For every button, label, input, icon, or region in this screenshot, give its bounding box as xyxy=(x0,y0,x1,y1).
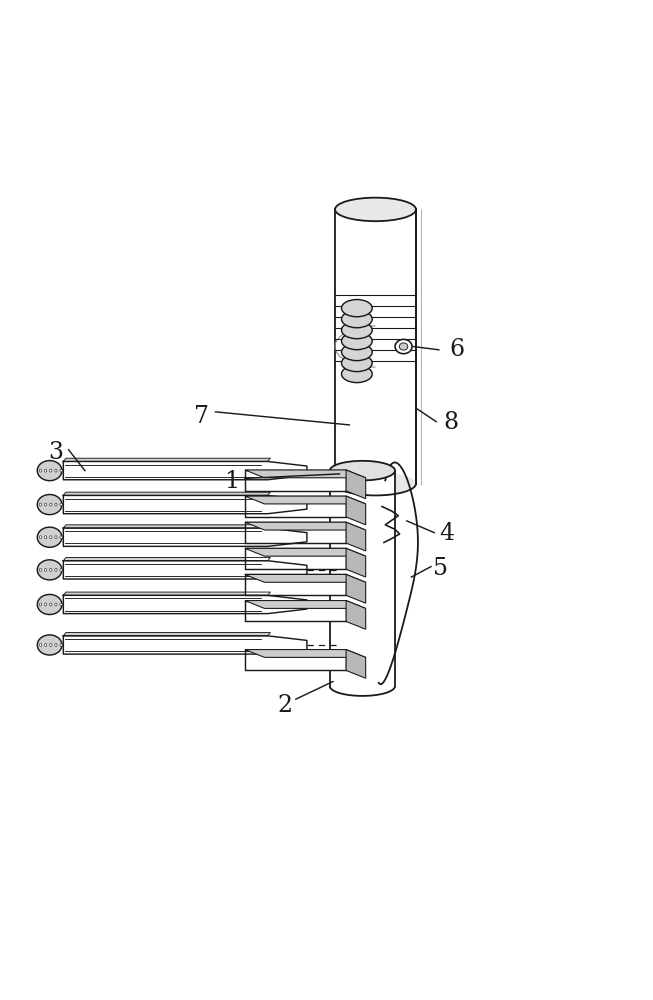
Polygon shape xyxy=(63,561,307,579)
Ellipse shape xyxy=(39,469,42,472)
Polygon shape xyxy=(346,548,366,577)
Text: 6: 6 xyxy=(449,338,465,361)
Ellipse shape xyxy=(39,603,42,606)
Ellipse shape xyxy=(50,643,52,646)
Ellipse shape xyxy=(60,536,62,539)
Polygon shape xyxy=(63,595,307,614)
Polygon shape xyxy=(346,601,366,629)
Polygon shape xyxy=(245,574,346,595)
Ellipse shape xyxy=(44,568,47,571)
Polygon shape xyxy=(245,548,366,556)
Polygon shape xyxy=(63,557,270,561)
Ellipse shape xyxy=(342,321,372,339)
Ellipse shape xyxy=(342,310,372,328)
Polygon shape xyxy=(245,650,366,657)
Ellipse shape xyxy=(60,469,62,472)
Polygon shape xyxy=(245,522,366,530)
Polygon shape xyxy=(346,496,366,525)
Ellipse shape xyxy=(44,643,47,646)
Ellipse shape xyxy=(37,527,62,547)
Ellipse shape xyxy=(60,643,62,646)
Ellipse shape xyxy=(37,594,62,615)
Polygon shape xyxy=(245,650,346,670)
Ellipse shape xyxy=(395,339,412,354)
Ellipse shape xyxy=(335,472,416,495)
Polygon shape xyxy=(63,495,307,514)
Ellipse shape xyxy=(39,568,42,571)
Polygon shape xyxy=(63,636,307,654)
Polygon shape xyxy=(245,496,346,517)
Ellipse shape xyxy=(37,461,62,481)
Ellipse shape xyxy=(55,536,57,539)
Ellipse shape xyxy=(60,503,62,506)
Polygon shape xyxy=(63,461,307,480)
Text: 4: 4 xyxy=(439,522,455,545)
Ellipse shape xyxy=(55,643,57,646)
Ellipse shape xyxy=(50,603,52,606)
Polygon shape xyxy=(346,574,366,603)
Ellipse shape xyxy=(37,560,62,580)
Polygon shape xyxy=(245,522,346,543)
Text: 8: 8 xyxy=(443,411,458,434)
Ellipse shape xyxy=(55,503,57,506)
Polygon shape xyxy=(245,601,346,621)
Ellipse shape xyxy=(342,354,372,372)
Ellipse shape xyxy=(39,503,42,506)
Ellipse shape xyxy=(399,343,407,350)
Text: 2: 2 xyxy=(278,694,293,717)
Polygon shape xyxy=(245,470,346,491)
Ellipse shape xyxy=(50,469,52,472)
Polygon shape xyxy=(245,548,346,569)
Polygon shape xyxy=(63,492,270,495)
Ellipse shape xyxy=(39,643,42,646)
Ellipse shape xyxy=(335,198,416,221)
Ellipse shape xyxy=(342,343,372,361)
Ellipse shape xyxy=(44,603,47,606)
Ellipse shape xyxy=(55,568,57,571)
Polygon shape xyxy=(63,525,270,528)
Text: 3: 3 xyxy=(48,441,63,464)
Bar xyxy=(335,209,416,484)
Ellipse shape xyxy=(39,536,42,539)
Ellipse shape xyxy=(50,568,52,571)
Ellipse shape xyxy=(342,300,372,317)
Polygon shape xyxy=(346,470,366,499)
Ellipse shape xyxy=(44,469,47,472)
Ellipse shape xyxy=(342,365,372,383)
Text: 7: 7 xyxy=(194,405,208,428)
Text: 1: 1 xyxy=(224,470,240,493)
Ellipse shape xyxy=(60,603,62,606)
Ellipse shape xyxy=(44,536,47,539)
Ellipse shape xyxy=(330,461,395,480)
Polygon shape xyxy=(63,633,270,636)
Polygon shape xyxy=(346,522,366,551)
Polygon shape xyxy=(63,458,270,461)
Ellipse shape xyxy=(37,495,62,515)
Ellipse shape xyxy=(50,536,52,539)
Ellipse shape xyxy=(60,568,62,571)
Polygon shape xyxy=(63,528,307,546)
Ellipse shape xyxy=(44,503,47,506)
Polygon shape xyxy=(346,650,366,678)
Ellipse shape xyxy=(37,635,62,655)
Polygon shape xyxy=(245,496,366,504)
Ellipse shape xyxy=(342,332,372,350)
Bar xyxy=(330,471,395,686)
Ellipse shape xyxy=(50,503,52,506)
Polygon shape xyxy=(245,601,366,608)
Ellipse shape xyxy=(55,469,57,472)
Ellipse shape xyxy=(55,603,57,606)
Polygon shape xyxy=(245,470,366,478)
Polygon shape xyxy=(245,574,366,582)
Text: 5: 5 xyxy=(434,557,448,580)
Polygon shape xyxy=(63,592,270,595)
